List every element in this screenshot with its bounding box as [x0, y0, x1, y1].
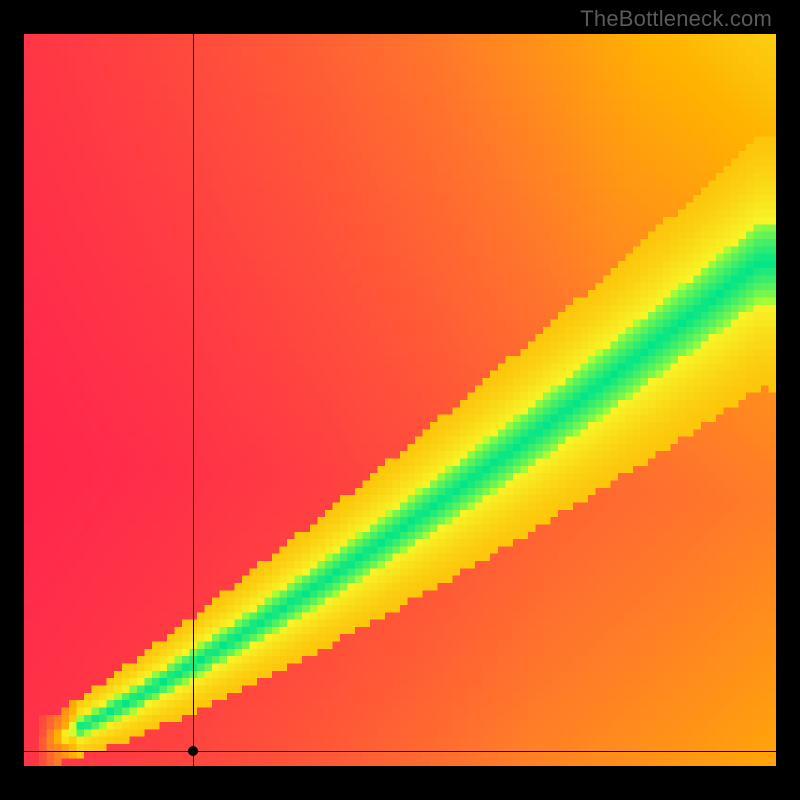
heatmap-canvas: [24, 34, 776, 766]
heatmap-plot: [24, 34, 776, 766]
crosshair-vertical-line: [193, 34, 194, 766]
crosshair-marker-dot: [188, 746, 198, 756]
crosshair-horizontal-line: [24, 751, 776, 752]
chart-container: TheBottleneck.com: [0, 0, 800, 800]
watermark-text: TheBottleneck.com: [580, 6, 772, 32]
